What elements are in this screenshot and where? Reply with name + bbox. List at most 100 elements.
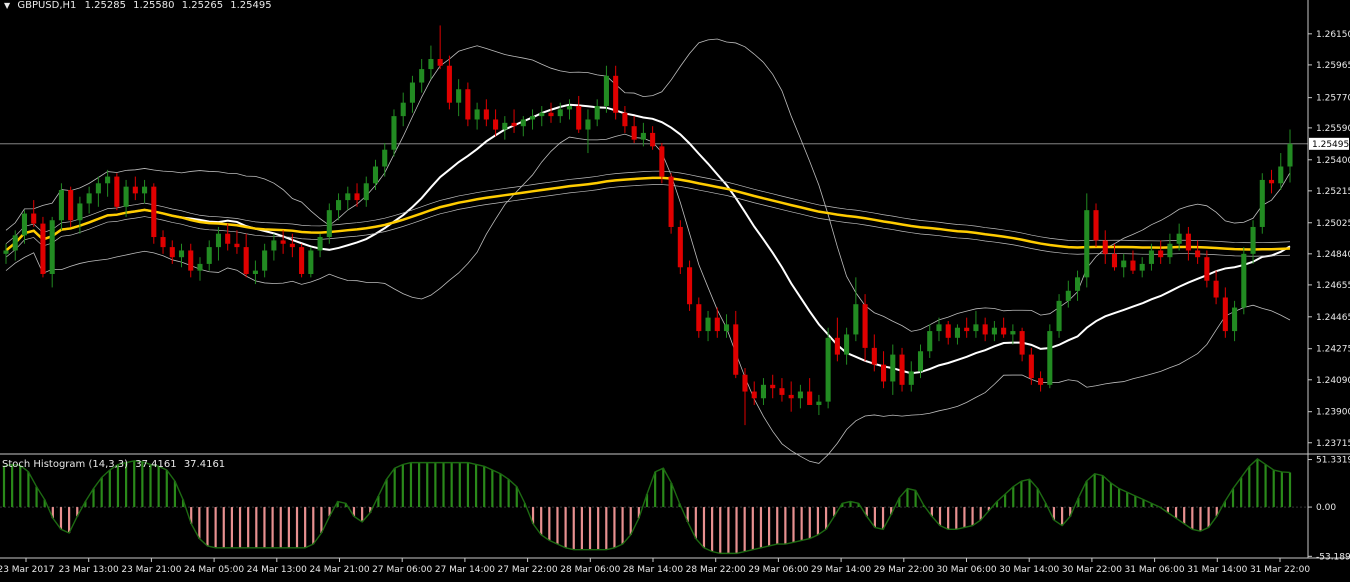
candle-body [58, 190, 64, 221]
candle [613, 65, 619, 120]
candle-body [1241, 253, 1247, 308]
candle-body [271, 240, 277, 251]
candle-body [816, 401, 822, 405]
candle [142, 179, 148, 204]
candle [289, 233, 295, 258]
candle-body [12, 235, 18, 251]
candle-body [123, 186, 129, 207]
candle-body [243, 247, 249, 274]
candle-body [502, 122, 508, 130]
candle [1176, 223, 1182, 251]
candle [1001, 317, 1007, 338]
candle-body [548, 112, 554, 117]
candle [797, 384, 803, 409]
candle-body [1047, 331, 1053, 385]
candle-body [1084, 210, 1090, 278]
candle [317, 233, 323, 258]
candle [687, 260, 693, 311]
candle [1028, 347, 1034, 385]
candle-body [1074, 277, 1081, 291]
candle-body [345, 193, 351, 201]
candle-body [49, 220, 55, 274]
ohlc-high: 1.25580 [133, 0, 175, 11]
candle-body [206, 247, 212, 264]
candle [650, 126, 656, 150]
candle [1158, 240, 1164, 264]
candle [95, 176, 101, 207]
candle [1065, 280, 1071, 308]
time-tick-label: 29 Mar 22:00 [874, 565, 934, 575]
candle-body [603, 75, 609, 107]
candle-body [308, 250, 314, 274]
candle [391, 109, 397, 157]
candle [899, 347, 905, 392]
candle [733, 310, 739, 379]
price-tick-label: 1.24090 [1316, 376, 1350, 386]
time-tick-label: 30 Mar 22:00 [1062, 565, 1122, 575]
candle [760, 378, 767, 405]
candle [132, 176, 138, 201]
candle [945, 321, 951, 345]
sub-tick-label: 51.3319 [1316, 456, 1350, 466]
candle-body [419, 69, 425, 83]
candle-body [696, 304, 702, 332]
collapse-triangle-icon[interactable]: ▼ [4, 1, 11, 10]
candle [86, 186, 92, 214]
symbol-label: GBPUSD,H1 [17, 0, 77, 11]
candle-body [1102, 240, 1108, 254]
candle-body [751, 391, 757, 399]
candle-body [825, 337, 831, 402]
envelope-bands [5, 38, 1291, 464]
candle [1195, 240, 1201, 264]
candle-body [446, 65, 452, 103]
candle-body [326, 210, 332, 238]
candle-body [151, 186, 157, 238]
candle [742, 368, 748, 426]
candle-body [954, 327, 960, 338]
candle [622, 106, 628, 133]
candle [372, 159, 379, 191]
price-tick-label: 1.25770 [1316, 94, 1350, 104]
candle [908, 361, 914, 392]
indicator-value-1: 37.4161 [135, 459, 177, 470]
time-tick-label: 31 Mar 06:00 [1125, 565, 1185, 575]
candle [31, 200, 37, 227]
candle-body [105, 176, 111, 184]
candle [409, 75, 415, 113]
candle [114, 173, 120, 211]
candle [3, 243, 9, 264]
candle [234, 230, 240, 254]
candle [871, 334, 877, 372]
candle-body [1056, 300, 1062, 332]
indicator-value-2: 37.4161 [183, 459, 226, 470]
candle [844, 327, 850, 365]
price-tick-label: 1.26150 [1316, 30, 1350, 40]
candle-body [899, 354, 905, 385]
candle-body [188, 250, 194, 271]
candle [964, 317, 970, 338]
candle-body [400, 102, 406, 117]
candle-body [68, 190, 74, 221]
time-tick-label: 28 Mar 06:00 [560, 565, 620, 575]
candle [456, 79, 462, 117]
candle [169, 240, 175, 264]
price-tick-label: 1.24655 [1316, 281, 1350, 291]
candlestick-series [3, 25, 1293, 426]
candle [188, 243, 194, 278]
candle-body [908, 371, 914, 385]
candle [1047, 324, 1053, 389]
candle [1167, 233, 1173, 264]
candle-body [3, 250, 9, 254]
candle [308, 247, 314, 278]
candle-body [215, 233, 222, 248]
candle [557, 102, 563, 123]
candle [493, 109, 499, 137]
ohlc-close: 1.25495 [230, 0, 272, 11]
candle-body [770, 384, 776, 389]
candle-body [382, 149, 388, 167]
candle [326, 203, 332, 244]
candle [437, 25, 443, 70]
time-tick-label: 27 Mar 06:00 [372, 565, 432, 575]
